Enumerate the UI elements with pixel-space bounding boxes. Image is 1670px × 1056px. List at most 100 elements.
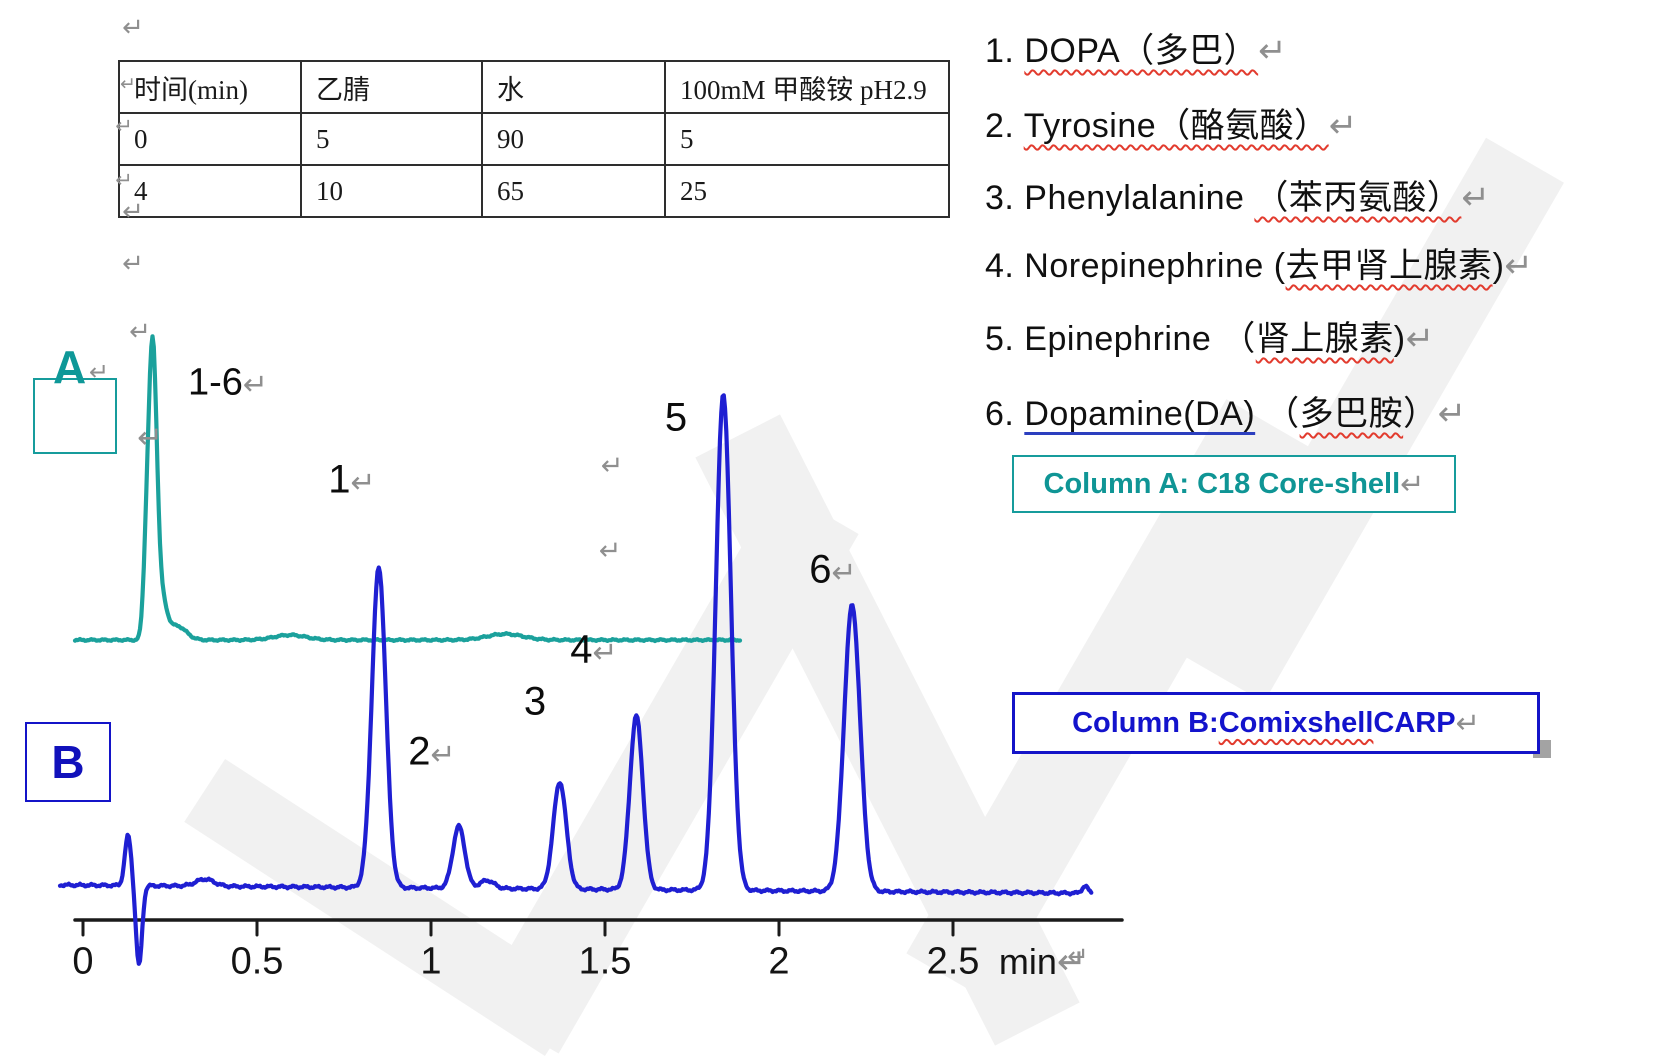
peak-label-6[interactable]: 6↵ <box>809 548 856 593</box>
paragraph-mark: ↵ <box>1067 942 1089 972</box>
table-cell[interactable]: 5 <box>300 112 483 166</box>
trace-a-label-box[interactable] <box>33 378 117 454</box>
x-tick-label-2: 2 <box>768 940 790 983</box>
peak-label-4[interactable]: 4↵ <box>570 628 617 673</box>
legend-item-6[interactable]: 6. Dopamine(DA) （多巴胺）↵ <box>985 386 1467 435</box>
text-segment: Dopamine(DA) <box>1024 395 1256 433</box>
paragraph-mark: ↵ <box>115 168 133 192</box>
peak-label-1-6[interactable]: 1-6↵ <box>188 362 268 405</box>
peak-label-2[interactable]: 2↵ <box>408 730 455 775</box>
x-tick-label-0: 0 <box>72 940 94 983</box>
table-cell[interactable]: 10 <box>300 164 483 218</box>
peak-label-3[interactable]: 3 <box>524 680 546 725</box>
x-tick-label-1.5: 1.5 <box>578 940 632 983</box>
paragraph-mark: ↵ <box>592 635 618 671</box>
text-segment: CARP <box>1373 706 1456 739</box>
table-cell[interactable]: 5 <box>664 112 950 166</box>
paragraph-mark: ↵ <box>115 114 133 138</box>
column-b-caption-box[interactable]: Column B: Comixshell CARP ↵ <box>1012 692 1540 754</box>
x-tick-label-0.5: 0.5 <box>230 940 284 983</box>
text-segment: 6. <box>985 395 1025 433</box>
text-segment: 1. <box>985 32 1025 70</box>
trace-b-label-box[interactable]: B <box>25 722 111 802</box>
peak-label-text: 4 <box>570 627 593 672</box>
legend-item-5[interactable]: 5. Epinephrine （肾上腺素)↵ <box>985 311 1435 360</box>
peak-label-5[interactable]: 5 <box>665 396 687 441</box>
paragraph-mark: ↵ <box>120 73 136 95</box>
table-cell[interactable]: 4 <box>118 164 302 218</box>
table-header-cell[interactable]: 乙腈 <box>300 60 483 114</box>
legend-item-2[interactable]: 2. Tyrosine（酪氨酸）↵ <box>985 98 1358 147</box>
paragraph-mark: ↵ <box>242 367 269 403</box>
paragraph-mark: ↵ <box>122 249 144 279</box>
text-segment: 4. Norepinephrine ( <box>985 247 1286 285</box>
peak-label-text: 3 <box>523 679 547 724</box>
peak-label-text: 1-6 <box>187 361 243 404</box>
gradient-table[interactable]: 时间(min) 乙腈水 100mM 甲酸铵 pH2.9 0 5 90 5 4 10 65 25 <box>118 60 950 218</box>
paragraph-mark: ↵ <box>1461 178 1491 218</box>
trace-b-label: B <box>51 736 85 788</box>
paragraph-mark: ↵ <box>350 465 376 501</box>
table-cell[interactable]: 65 <box>481 164 666 218</box>
legend-item-1[interactable]: 1. DOPA（多巴）↵ <box>985 23 1287 72</box>
table-header-row: 时间(min) 乙腈水 100mM 甲酸铵 pH2.9 <box>118 60 950 114</box>
paragraph-mark: ↵ <box>1328 106 1358 146</box>
table-header-cell[interactable]: 100mM 甲酸铵 pH2.9 <box>664 60 950 114</box>
text-segment: Column A: C18 Core-shell <box>1043 467 1401 500</box>
paragraph-mark: ↵ <box>600 450 624 482</box>
text-segment: 5. Epinephrine （ <box>985 320 1256 358</box>
paragraph-mark: ↵ <box>1056 942 1088 983</box>
peak-label-text: 2 <box>408 729 431 774</box>
axis-unit-text: min <box>998 941 1057 982</box>
paragraph-mark: ↵ <box>430 737 456 773</box>
x-tick-label-2.5: 2.5 <box>926 940 980 983</box>
paragraph-mark: ↵ <box>122 197 144 227</box>
paragraph-mark: ↵ <box>1258 31 1288 71</box>
table-header-cell[interactable]: 水 <box>481 60 666 114</box>
peak-label-text: 6 <box>809 547 832 592</box>
table-row: 4 10 65 25 <box>118 164 950 218</box>
paragraph-mark: ↵ <box>88 358 110 386</box>
text-segment: ） <box>1403 395 1438 433</box>
axis-unit-label: min ↵ <box>999 941 1087 983</box>
trace-column-a <box>72 334 743 644</box>
text-segment: Column B: <box>1072 706 1219 739</box>
paragraph-mark: ↵ <box>1504 246 1534 286</box>
paragraph-mark: ↵ <box>1400 467 1425 501</box>
table-row: 0 5 90 5 <box>118 112 950 166</box>
legend-item-3[interactable]: 3. Phenylalanine （苯丙氨酸）↵ <box>985 170 1490 219</box>
paragraph-mark: ↵ <box>831 555 857 591</box>
text-segment: 去甲肾上腺素 <box>1285 247 1493 285</box>
paragraph-mark: ↵ <box>598 535 622 567</box>
paragraph-mark: ↵ <box>129 317 151 347</box>
peak-label-text: 5 <box>664 395 688 440</box>
table-cell[interactable]: 90 <box>481 112 666 166</box>
text-segment: 2. <box>985 107 1024 145</box>
paragraph-mark: ↵ <box>1405 319 1435 359</box>
paragraph-mark: ↵ <box>122 13 144 43</box>
trace-column-b <box>57 393 1094 966</box>
text-segment: ) <box>1492 247 1505 285</box>
table-cell[interactable]: 0 <box>118 112 302 166</box>
x-tick-label-1: 1 <box>420 940 442 983</box>
text-segment: 多巴胺 <box>1299 395 1404 433</box>
column-a-caption-box[interactable]: Column A: C18 Core-shell ↵ <box>1012 455 1456 513</box>
text-segment: ) <box>1393 320 1406 358</box>
paragraph-mark: ↵ <box>137 420 163 456</box>
legend-item-4[interactable]: 4. Norepinephrine (去甲肾上腺素)↵ <box>985 238 1533 287</box>
table-header-cell[interactable]: 时间(min) <box>118 60 302 114</box>
trace-a-label: A <box>53 341 87 393</box>
paragraph-mark: ↵ <box>1437 394 1467 434</box>
text-segment: （ <box>1255 395 1300 433</box>
text-segment: Comixshell <box>1218 706 1374 739</box>
text-segment: Tyrosine（酪氨酸） <box>1023 107 1329 145</box>
table-cell[interactable]: 25 <box>664 164 950 218</box>
text-segment: （苯丙氨酸） <box>1254 179 1462 217</box>
text-segment: 3. Phenylalanine <box>985 179 1255 217</box>
peak-label-text: 1 <box>328 457 351 502</box>
peak-label-1[interactable]: 1↵ <box>328 458 375 503</box>
text-segment: DOPA（多巴） <box>1024 32 1259 70</box>
text-segment: 肾上腺素 <box>1255 320 1394 358</box>
chromatogram-plot <box>57 334 1124 966</box>
paragraph-mark: ↵ <box>1455 706 1480 740</box>
